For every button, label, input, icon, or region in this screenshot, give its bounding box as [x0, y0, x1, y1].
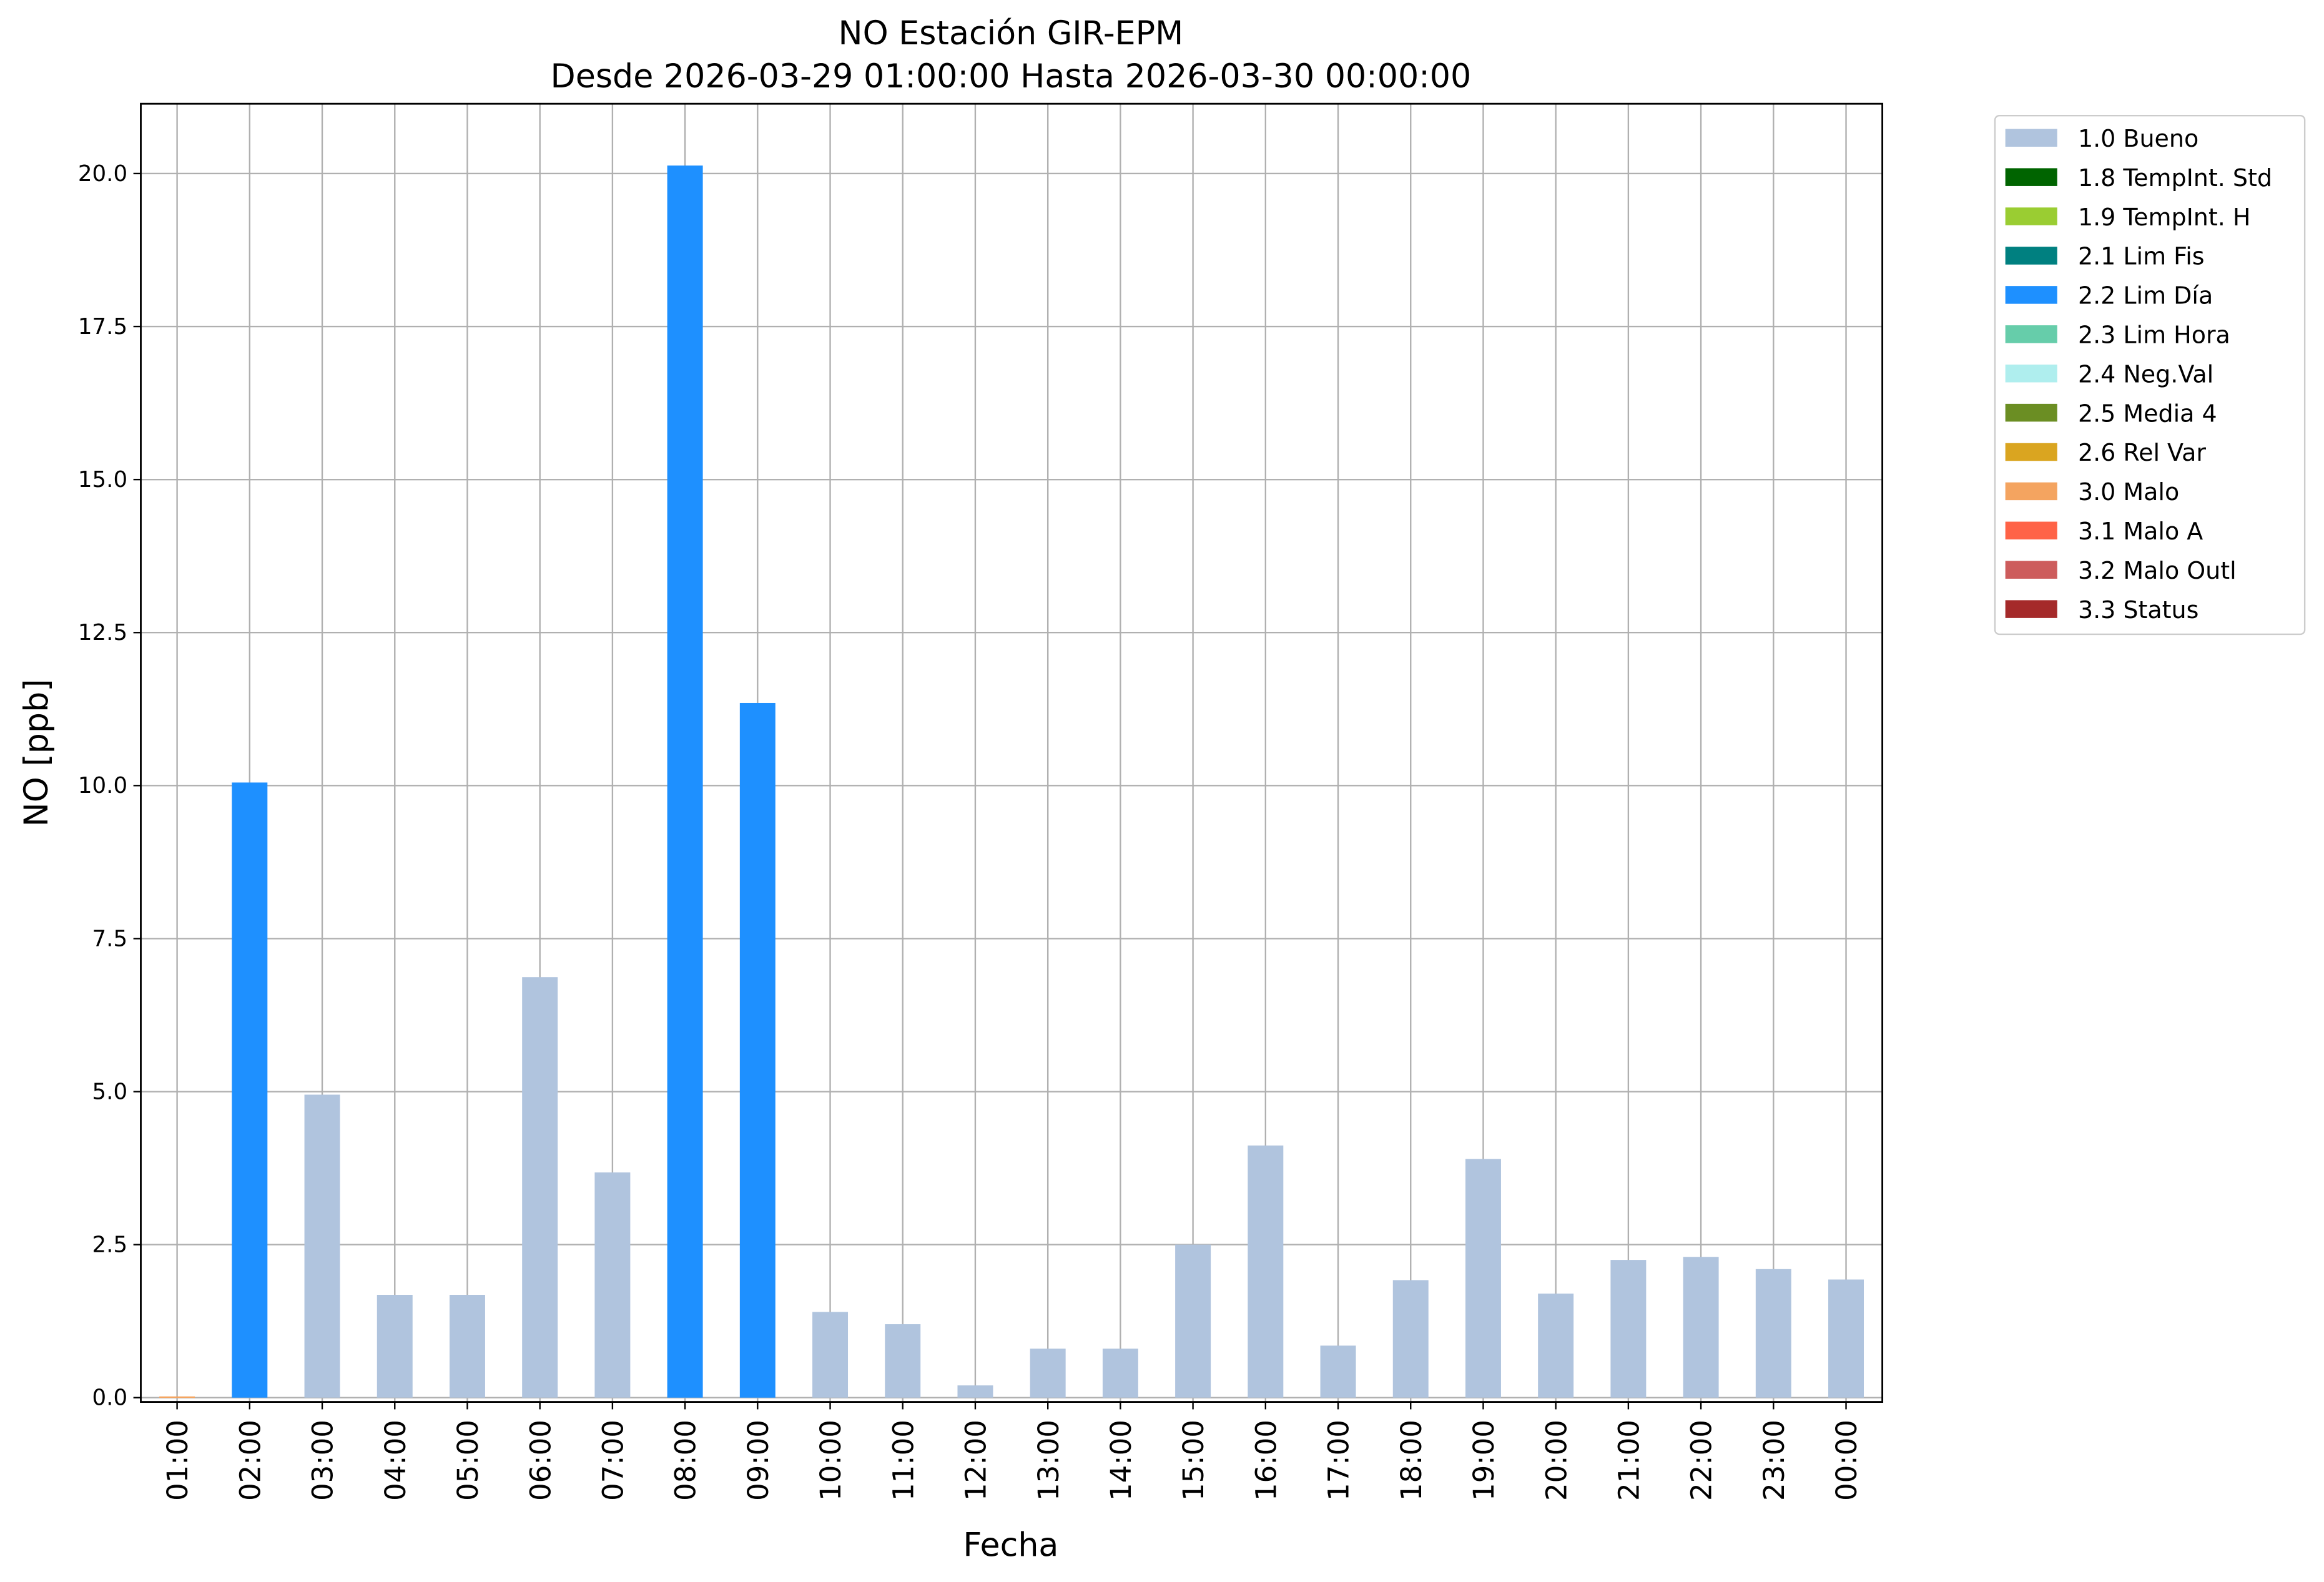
- y-axis-label: NO [ppb]: [18, 679, 56, 827]
- x-tick-label: 21:00: [1612, 1420, 1645, 1501]
- bar: [522, 977, 558, 1398]
- x-tick-label: 07:00: [597, 1420, 630, 1501]
- bar: [739, 702, 775, 1398]
- legend-swatch: [2005, 207, 2057, 225]
- x-tick-label: 10:00: [814, 1420, 847, 1501]
- legend-label: 2.6 Rel Var: [2078, 439, 2206, 466]
- legend-swatch: [2005, 403, 2057, 422]
- x-tick-label: 01:00: [161, 1420, 194, 1501]
- legend-swatch: [2005, 286, 2057, 304]
- bar: [1610, 1260, 1647, 1398]
- legend-label: 3.0 Malo: [2078, 478, 2179, 506]
- x-tick-label: 19:00: [1467, 1420, 1500, 1501]
- legend-label: 2.5 Media 4: [2078, 400, 2217, 427]
- x-tick-label: 15:00: [1177, 1420, 1210, 1501]
- legend-label: 1.0 Bueno: [2078, 125, 2198, 152]
- y-tick-label: 2.5: [92, 1232, 128, 1257]
- x-tick-label: 00:00: [1830, 1420, 1863, 1501]
- bar: [1683, 1257, 1719, 1398]
- x-tick-label: 09:00: [742, 1420, 775, 1501]
- x-tick-label: 08:00: [669, 1420, 702, 1501]
- y-tick-label: 15.0: [78, 467, 127, 493]
- x-tick-label: 04:00: [379, 1420, 412, 1501]
- x-axis-label: Fecha: [963, 1526, 1058, 1564]
- x-tick-label: 20:00: [1540, 1420, 1573, 1501]
- bar: [1248, 1145, 1284, 1398]
- legend-label: 1.8 TempInt. Std: [2078, 164, 2272, 192]
- bar: [1392, 1280, 1429, 1398]
- y-tick-label: 20.0: [78, 161, 127, 187]
- x-tick-label: 18:00: [1395, 1420, 1428, 1501]
- bar: [885, 1324, 921, 1398]
- bar: [1538, 1294, 1574, 1398]
- legend-swatch: [2005, 247, 2057, 265]
- bar: [594, 1172, 631, 1398]
- legend-label: 2.4 Neg.Val: [2078, 360, 2213, 388]
- legend-swatch: [2005, 561, 2057, 579]
- x-tick-label: 03:00: [307, 1420, 340, 1501]
- bar: [667, 165, 703, 1398]
- bar: [304, 1094, 340, 1398]
- legend-label: 1.9 TempInt. H: [2078, 204, 2250, 231]
- bar: [1828, 1279, 1864, 1398]
- legend-swatch: [2005, 482, 2057, 501]
- bar: [377, 1295, 413, 1398]
- legend-label: 3.3 Status: [2078, 596, 2198, 624]
- legend-swatch: [2005, 168, 2057, 186]
- y-tick-label: 17.5: [78, 314, 127, 340]
- legend-swatch: [2005, 600, 2057, 618]
- legend-swatch: [2005, 364, 2057, 383]
- legend-swatch: [2005, 521, 2057, 540]
- y-tick-label: 0.0: [92, 1385, 128, 1411]
- x-tick-label: 17:00: [1322, 1420, 1356, 1501]
- bar: [812, 1312, 849, 1398]
- x-tick-label: 14:00: [1105, 1420, 1138, 1501]
- legend-label: 3.1 Malo A: [2078, 518, 2203, 545]
- x-tick-label: 02:00: [234, 1420, 267, 1501]
- legend-swatch: [2005, 443, 2057, 461]
- x-tick-label: 23:00: [1758, 1420, 1791, 1501]
- x-tick-label: 05:00: [451, 1420, 485, 1501]
- x-tick-label: 22:00: [1685, 1420, 1718, 1501]
- y-tick-label: 7.5: [92, 926, 128, 951]
- bar: [1320, 1345, 1356, 1398]
- chart-title: NO Estación GIR-EPM: [839, 15, 1184, 52]
- x-tick-label: 13:00: [1032, 1420, 1065, 1501]
- x-tick-label: 12:00: [960, 1420, 993, 1501]
- legend-label: 2.1 Lim Fis: [2078, 243, 2205, 270]
- legend-swatch: [2005, 129, 2057, 147]
- x-tick-label: 16:00: [1249, 1420, 1283, 1501]
- bar: [1175, 1244, 1211, 1398]
- bar: [1465, 1159, 1501, 1398]
- y-tick-label: 5.0: [92, 1079, 128, 1104]
- bar: [449, 1295, 485, 1398]
- bar: [957, 1385, 993, 1398]
- bar: [1102, 1349, 1138, 1398]
- legend-label: 2.2 Lim Día: [2078, 282, 2213, 310]
- y-tick-label: 12.5: [78, 620, 127, 646]
- legend-swatch: [2005, 325, 2057, 343]
- plot-frame: [140, 102, 1884, 1403]
- legend-label: 2.3 Lim Hora: [2078, 322, 2230, 349]
- x-tick-label: 06:00: [524, 1420, 557, 1501]
- bar: [1755, 1269, 1791, 1398]
- bar: [159, 1396, 195, 1398]
- bar: [1030, 1349, 1066, 1398]
- x-tick-label: 11:00: [887, 1420, 920, 1501]
- bar: [232, 782, 268, 1398]
- chart-subtitle: Desde 2026-03-29 01:00:00 Hasta 2026-03-…: [551, 58, 1472, 96]
- legend-label: 3.2 Malo Outl: [2078, 557, 2237, 584]
- y-tick-label: 10.0: [78, 773, 127, 798]
- legend-box: [1994, 114, 2306, 636]
